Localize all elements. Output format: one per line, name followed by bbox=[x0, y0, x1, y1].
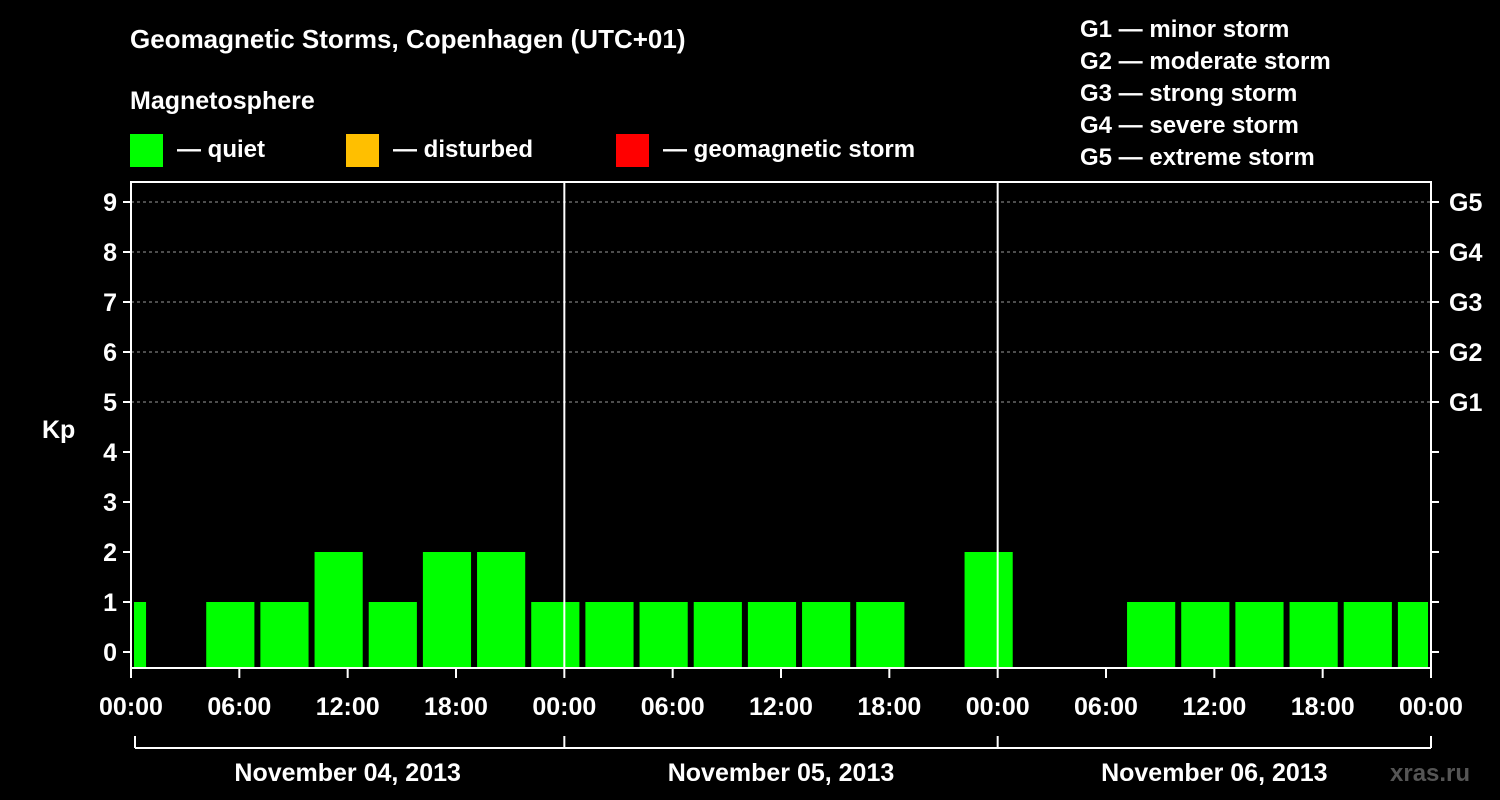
storm-level-legend: G1 — minor storm G2 — moderate storm G3 … bbox=[1080, 16, 1331, 171]
day-labels: November 04, 2013 November 05, 2013 Novemb… bbox=[134, 736, 1432, 787]
watermark: xras.ru bbox=[1390, 760, 1470, 787]
x-tick-label-7: 12:00 bbox=[749, 693, 813, 721]
day-label-3: November 06, 2013 bbox=[1101, 759, 1328, 787]
y-tick-label-9: 9 bbox=[103, 189, 117, 217]
x-tick-label-2: 06:00 bbox=[207, 693, 271, 721]
kp-bar-18 bbox=[1235, 602, 1284, 668]
x-tick-label-12: 18:00 bbox=[1291, 693, 1355, 721]
y-tick-label-0: 0 bbox=[103, 639, 117, 667]
kp-bar-19 bbox=[1289, 602, 1338, 668]
storm-level-label-g3: G3 bbox=[1449, 289, 1482, 317]
chart-title: Geomagnetic Storms, Copenhagen (UTC+01) bbox=[130, 24, 685, 54]
legend-swatch-storm bbox=[616, 134, 649, 167]
y-tick-label-1: 1 bbox=[103, 589, 117, 617]
kp-bar-13 bbox=[802, 602, 851, 668]
legend-label-disturbed: — disturbed bbox=[393, 136, 533, 163]
y-tick-label-8: 8 bbox=[103, 239, 117, 267]
kp-bar-20 bbox=[1343, 602, 1392, 668]
x-tick-label-9: 00:00 bbox=[966, 693, 1030, 721]
storm-level-ticks: G1 G2 G3 G4 G5 bbox=[1449, 189, 1482, 417]
y-axis-label: Kp bbox=[42, 416, 75, 444]
y-tick-label-2: 2 bbox=[103, 539, 117, 567]
kp-bar-11 bbox=[693, 602, 742, 668]
x-ticks: 00:00 06:00 12:00 18:00 00:00 06:00 12:00 18:00… bbox=[99, 668, 1463, 721]
y-ticks: 0 1 2 3 4 5 6 7 8 9 bbox=[103, 189, 1439, 667]
y-tick-label-7: 7 bbox=[103, 289, 117, 317]
kp-bar-2 bbox=[206, 602, 255, 668]
kp-bar-8 bbox=[531, 602, 580, 668]
x-tick-label-10: 06:00 bbox=[1074, 693, 1138, 721]
legend-label-quiet: — quiet bbox=[177, 136, 265, 163]
storm-legend-g1: G1 — minor storm bbox=[1080, 16, 1289, 43]
x-tick-label-8: 18:00 bbox=[857, 693, 921, 721]
legend-swatch-disturbed bbox=[346, 134, 379, 167]
kp-bar-9 bbox=[585, 602, 634, 668]
x-tick-label-1: 00:00 bbox=[99, 693, 163, 721]
x-tick-label-4: 18:00 bbox=[424, 693, 488, 721]
x-tick-label-3: 12:00 bbox=[316, 693, 380, 721]
y-tick-label-4: 4 bbox=[103, 439, 117, 467]
kp-bar-14 bbox=[856, 602, 905, 668]
storm-legend-g5: G5 — extreme storm bbox=[1080, 144, 1315, 171]
kp-bar-4 bbox=[314, 552, 363, 668]
storm-legend-g2: G2 — moderate storm bbox=[1080, 48, 1331, 75]
y-tick-label-6: 6 bbox=[103, 339, 117, 367]
kp-bar-5 bbox=[368, 602, 417, 668]
kp-bar-21 bbox=[1397, 602, 1428, 668]
storm-legend-g3: G3 — strong storm bbox=[1080, 80, 1297, 107]
kp-bar-1 bbox=[134, 602, 147, 668]
kp-bar-15 bbox=[964, 552, 1013, 668]
storm-level-label-g1: G1 bbox=[1449, 389, 1482, 417]
kp-bar-17 bbox=[1181, 602, 1230, 668]
gridlines bbox=[131, 201, 1431, 403]
x-tick-label-6: 06:00 bbox=[641, 693, 705, 721]
kp-bar-7 bbox=[477, 552, 526, 668]
day-label-2: November 05, 2013 bbox=[668, 759, 895, 787]
status-legend: — quiet — disturbed — geomagnetic storm bbox=[130, 134, 915, 167]
bars bbox=[134, 552, 1428, 668]
storm-level-label-g5: G5 bbox=[1449, 189, 1482, 217]
kp-bar-16 bbox=[1127, 602, 1176, 668]
kp-bar-10 bbox=[639, 602, 688, 668]
storm-legend-g4: G4 — severe storm bbox=[1080, 112, 1299, 139]
storm-level-label-g4: G4 bbox=[1449, 239, 1482, 267]
legend-swatch-quiet bbox=[130, 134, 163, 167]
y-tick-label-3: 3 bbox=[103, 489, 117, 517]
kp-bar-6 bbox=[422, 552, 472, 668]
kp-bar-3 bbox=[260, 602, 309, 668]
legend-label-storm: — geomagnetic storm bbox=[663, 136, 915, 163]
y-tick-label-5: 5 bbox=[103, 389, 117, 417]
kp-bar-12 bbox=[747, 602, 797, 668]
x-tick-label-5: 00:00 bbox=[532, 693, 596, 721]
legend-subtitle: Magnetosphere bbox=[130, 87, 315, 115]
day-label-1: November 04, 2013 bbox=[234, 759, 461, 787]
x-tick-label-13: 00:00 bbox=[1399, 693, 1463, 721]
x-tick-label-11: 12:00 bbox=[1182, 693, 1246, 721]
storm-level-label-g2: G2 bbox=[1449, 339, 1482, 367]
